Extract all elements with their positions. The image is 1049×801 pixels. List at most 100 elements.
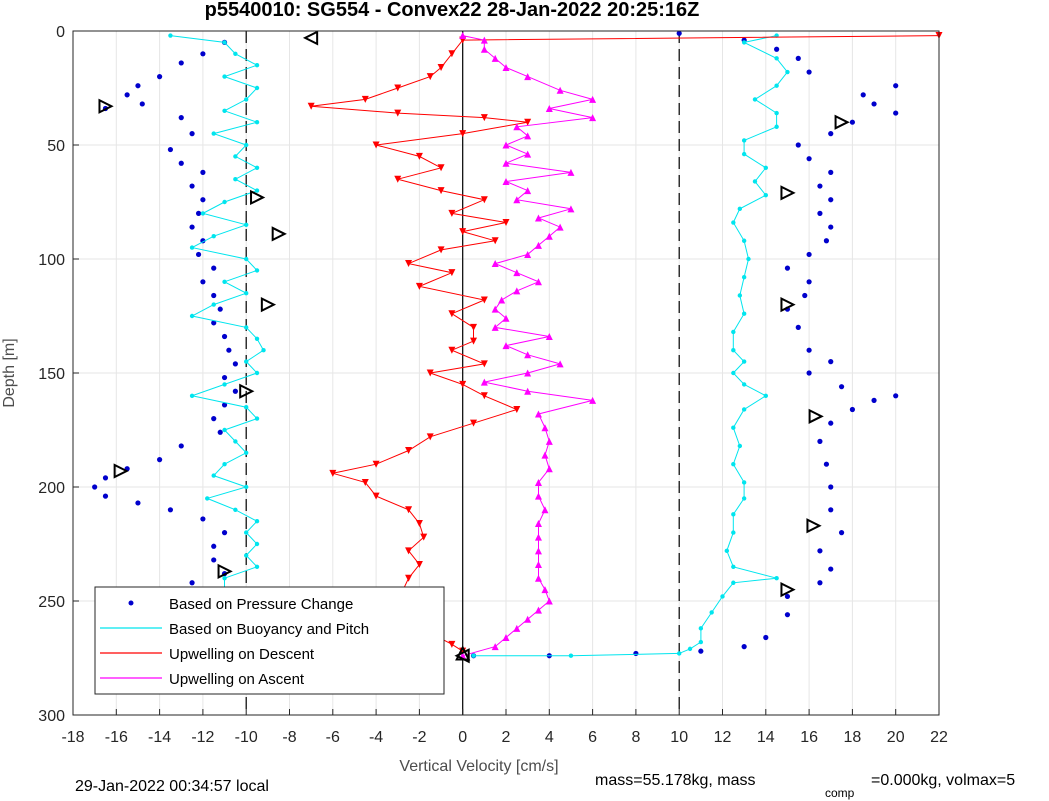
pressure-change-point [817, 438, 823, 444]
buoyancy-pitch-point [244, 222, 249, 227]
upwelling-descent-point [437, 63, 445, 71]
upwelling-ascent-point [556, 360, 564, 368]
upwelling-ascent-point [524, 250, 532, 258]
upwelling-ascent-point [534, 533, 542, 541]
buoyancy-pitch-point [244, 405, 249, 410]
x-tick-label: -10 [235, 729, 258, 746]
pressure-change-point [741, 644, 747, 650]
buoyancy-pitch-point [200, 211, 206, 216]
y-tick-label: 200 [38, 480, 65, 497]
pressure-change-point [784, 265, 791, 271]
triangle-marker [302, 30, 319, 46]
buoyancy-pitch-point [244, 450, 249, 455]
upwelling-ascent-point [545, 232, 553, 240]
triangle-marker [834, 114, 850, 130]
upwelling-ascent-point [534, 574, 542, 582]
pressure-change-point [221, 530, 228, 536]
pressure-change-point [217, 429, 223, 435]
buoyancy-pitch-point [731, 512, 736, 517]
upwelling-ascent-point [534, 606, 542, 614]
buoyancy-pitch-point [222, 427, 227, 433]
upwelling-ascent-point [480, 45, 488, 53]
upwelling-ascent-point [545, 333, 553, 341]
upwelling-ascent-point [480, 378, 488, 386]
upwelling-ascent-point [545, 105, 553, 113]
pressure-change-point [784, 593, 791, 600]
pressure-change-point [802, 292, 808, 299]
pressure-change-point [828, 566, 834, 572]
buoyancy-pitch-point [254, 370, 260, 376]
buoyancy-pitch-point [254, 120, 260, 125]
buoyancy-pitch-point [233, 51, 238, 56]
series-layer [92, 30, 943, 660]
pressure-change-point [211, 543, 217, 549]
pressure-change-point [763, 634, 769, 641]
upwelling-ascent-point [502, 314, 510, 322]
pressure-change-point [893, 393, 899, 399]
buoyancy-pitch-point [168, 33, 173, 38]
mass-comp-subscript: comp [825, 786, 855, 800]
buoyancy-pitch-point [746, 256, 751, 262]
upwelling-descent-point [372, 141, 380, 149]
pressure-change-point [167, 146, 174, 153]
x-tick-label: -6 [326, 729, 340, 746]
upwelling-descent-point [459, 130, 467, 138]
upwelling-ascent-point [513, 269, 521, 277]
x-tick-label: -14 [148, 729, 171, 746]
buoyancy-pitch-point [752, 179, 758, 184]
y-tick-label: 150 [38, 366, 65, 383]
upwelling-ascent-point [491, 323, 499, 331]
upwelling-ascent-point [480, 36, 488, 44]
buoyancy-pitch-point [233, 177, 238, 182]
pressure-change-point [189, 224, 195, 230]
buoyancy-pitch-point [254, 85, 260, 91]
buoyancy-pitch-point [244, 530, 249, 535]
buoyancy-pitch-point [698, 639, 704, 645]
upwelling-descent-point [405, 574, 413, 582]
buoyancy-pitch-point [261, 348, 266, 353]
upwelling-ascent-point [524, 369, 532, 377]
pressure-change-point [221, 402, 228, 408]
buoyancy-pitch-point [211, 302, 216, 307]
pressure-change-point [806, 69, 812, 75]
x-axis-label: Vertical Velocity [cm/s] [399, 758, 558, 775]
upwelling-descent-point [448, 209, 456, 217]
pressure-change-point [828, 507, 834, 513]
legend-label-descent: Upwelling on Descent [169, 646, 315, 663]
legend-label-ascent: Upwelling on Ascent [169, 671, 305, 688]
pressure-change-point [178, 443, 184, 449]
triangle-marker [780, 581, 796, 598]
y-tick-label: 0 [56, 24, 65, 41]
upwelling-ascent-point [534, 214, 542, 222]
buoyancy-pitch-point [222, 279, 227, 284]
buoyancy-pitch-point [233, 154, 238, 159]
buoyancy-pitch-point [568, 653, 574, 658]
upwelling-ascent-point [589, 95, 597, 103]
upwelling-descent-point [415, 152, 423, 160]
upwelling-descent-point [524, 118, 532, 126]
upwelling-ascent-point [541, 586, 549, 594]
buoyancy-pitch-point [752, 97, 758, 102]
upwelling-ascent-point [545, 597, 553, 605]
upwelling-descent-point [361, 95, 369, 103]
buoyancy-pitch-point [741, 138, 747, 143]
pressure-change-point [167, 507, 174, 513]
buoyancy-pitch-point [222, 74, 227, 79]
upwelling-descent-point [426, 369, 434, 377]
buoyancy-pitch-point [774, 124, 779, 129]
pressure-change-point [195, 210, 202, 216]
buoyancy-pitch-point [724, 548, 730, 554]
buoyancy-pitch-point [741, 496, 747, 501]
buoyancy-pitch-point [741, 382, 747, 387]
upwelling-ascent-point [502, 141, 510, 149]
buoyancy-pitch-point [222, 576, 227, 581]
buoyancy-pitch-point [731, 348, 736, 353]
pressure-change-point [200, 197, 206, 203]
x-tick-label: 18 [844, 729, 862, 746]
buoyancy-pitch-point [774, 56, 779, 61]
x-tick-label: 6 [588, 729, 597, 746]
upwelling-descent-point [480, 196, 488, 204]
upwelling-ascent-point [513, 287, 521, 295]
pressure-change-point [828, 197, 834, 203]
